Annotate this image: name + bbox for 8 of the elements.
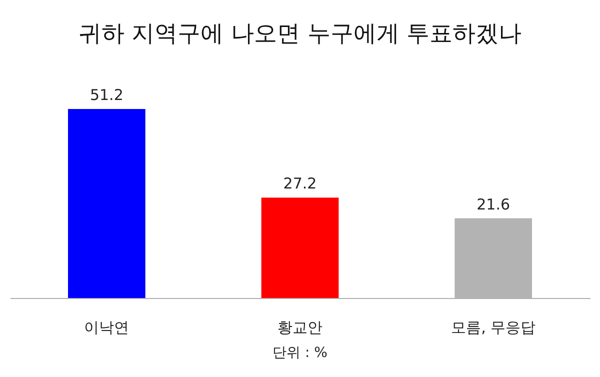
- x-tick-label: 모름, 무응답: [451, 318, 536, 336]
- chart-title: 귀하 지역구에 나오면 누구에게 투표하겠나: [78, 21, 522, 48]
- x-tick-label: 이낙연: [84, 318, 130, 336]
- data-label: 51.2: [90, 86, 124, 104]
- data-label: 27.2: [283, 174, 317, 193]
- text: 단위 : %: [272, 345, 328, 361]
- data-label: 21.6: [476, 195, 510, 214]
- x-tick-label: 황교안: [278, 318, 322, 336]
